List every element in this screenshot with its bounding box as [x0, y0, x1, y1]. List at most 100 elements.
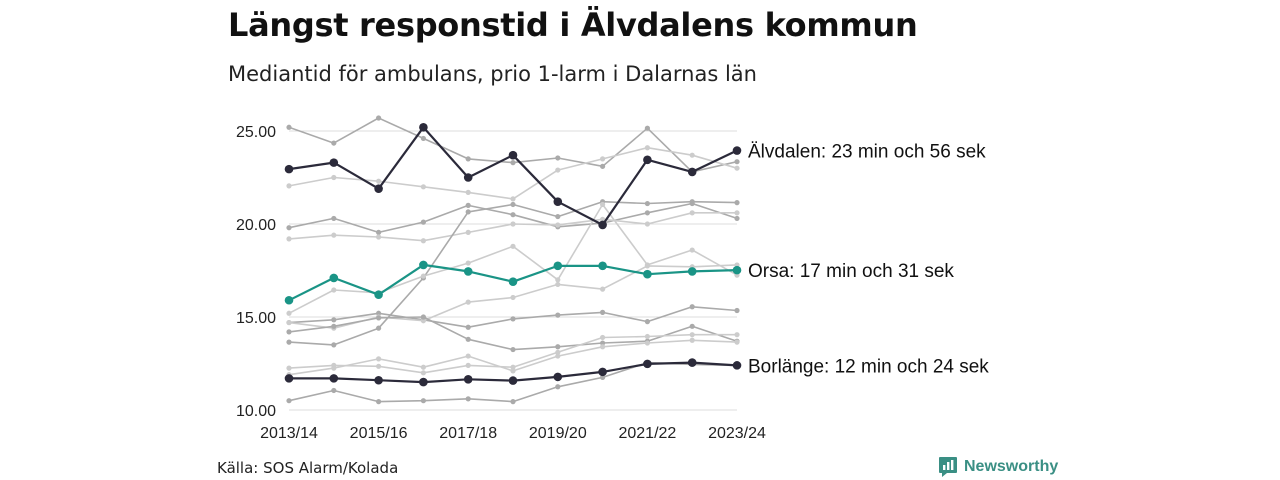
data-point: [374, 375, 383, 385]
data-point: [600, 163, 606, 169]
data-point: [465, 189, 471, 195]
data-point: [555, 222, 561, 228]
highlighted-series: [284, 122, 742, 387]
data-point: [286, 329, 292, 335]
data-point: [376, 310, 382, 316]
data-point: [555, 155, 561, 161]
data-point: [689, 332, 695, 338]
data-point: [376, 363, 382, 369]
data-point: [419, 260, 428, 270]
newsworthy-logo-icon: [939, 457, 957, 477]
x-tick-label: 2019/20: [529, 425, 587, 442]
brand-logo[interactable]: Newsworthy: [938, 456, 1058, 478]
data-point: [376, 399, 382, 405]
series-end-labels: Älvdalen: 23 min och 56 sek Orsa: 17 min …: [748, 142, 989, 378]
data-point: [465, 362, 471, 368]
brand-name: Newsworthy: [964, 458, 1059, 475]
data-point: [465, 260, 471, 266]
data-point: [600, 156, 606, 162]
data-point: [284, 164, 294, 174]
y-tick-label: 25.00: [236, 124, 276, 141]
data-point: [286, 398, 292, 404]
data-point: [463, 173, 473, 182]
data-point: [600, 374, 606, 381]
data-point: [510, 294, 516, 301]
data-point: [734, 215, 740, 222]
data-point: [286, 310, 292, 316]
x-tick-label: 2023/24: [708, 425, 766, 442]
data-point: [734, 159, 740, 165]
data-point: [420, 398, 426, 404]
data-point: [687, 267, 697, 276]
data-point: [598, 261, 607, 271]
data-point: [734, 165, 740, 171]
data-point: [510, 212, 516, 218]
data-point: [644, 333, 651, 340]
data-point: [732, 361, 742, 370]
series-background: [286, 115, 740, 175]
data-point: [555, 353, 561, 359]
data-point: [419, 377, 428, 387]
series-background: [286, 210, 740, 244]
data-point: [465, 353, 471, 359]
data-point: [643, 359, 652, 369]
data-point: [734, 339, 740, 345]
data-point: [600, 334, 606, 341]
data-point: [555, 344, 561, 350]
data-point: [286, 365, 292, 371]
x-tick-label: 2017/18: [439, 425, 497, 442]
background-series: [286, 115, 740, 405]
data-point: [329, 158, 339, 167]
data-point: [331, 362, 337, 368]
data-point: [465, 299, 471, 305]
data-point: [510, 221, 516, 227]
data-point: [732, 146, 742, 155]
data-point: [555, 349, 561, 355]
data-point: [331, 323, 337, 329]
series-end-label: Orsa: 17 min och 31 sek: [748, 261, 954, 282]
chart-title: Längst responstid i Älvdalens kommun: [228, 6, 918, 44]
data-point: [734, 307, 740, 314]
series-background: [286, 199, 740, 348]
x-axis: 2013/14 2015/16 2017/18 2019/20 2021/22 2023/…: [260, 425, 766, 442]
data-point: [284, 295, 294, 305]
data-point: [687, 358, 697, 367]
data-point: [644, 221, 651, 227]
data-point: [643, 269, 652, 279]
data-point: [600, 201, 606, 208]
data-point: [508, 376, 518, 385]
data-point: [465, 156, 471, 162]
data-point: [508, 150, 518, 160]
data-point: [689, 152, 695, 158]
data-point: [689, 304, 695, 310]
data-point: [600, 216, 606, 222]
data-point: [553, 197, 563, 206]
data-point: [376, 234, 382, 240]
series-background: [286, 337, 740, 378]
data-point: [598, 367, 607, 377]
data-point: [376, 325, 382, 331]
data-point: [419, 122, 428, 132]
data-point: [689, 337, 695, 343]
data-point: [329, 374, 339, 383]
data-point: [286, 339, 292, 345]
data-point: [689, 199, 695, 205]
data-point: [600, 340, 606, 346]
data-point: [465, 229, 471, 235]
series-line: [288, 126, 738, 226]
data-point: [463, 375, 473, 384]
data-point: [510, 201, 516, 208]
data-point: [420, 219, 426, 225]
data-point: [331, 387, 337, 394]
data-point: [555, 384, 561, 390]
data-point: [374, 184, 383, 193]
data-point: [376, 229, 382, 235]
data-point: [465, 324, 471, 330]
data-point: [376, 356, 382, 362]
data-point: [329, 273, 339, 283]
data-point: [644, 145, 651, 151]
data-point: [600, 309, 606, 315]
data-point: [420, 370, 426, 376]
data-point: [734, 200, 740, 206]
